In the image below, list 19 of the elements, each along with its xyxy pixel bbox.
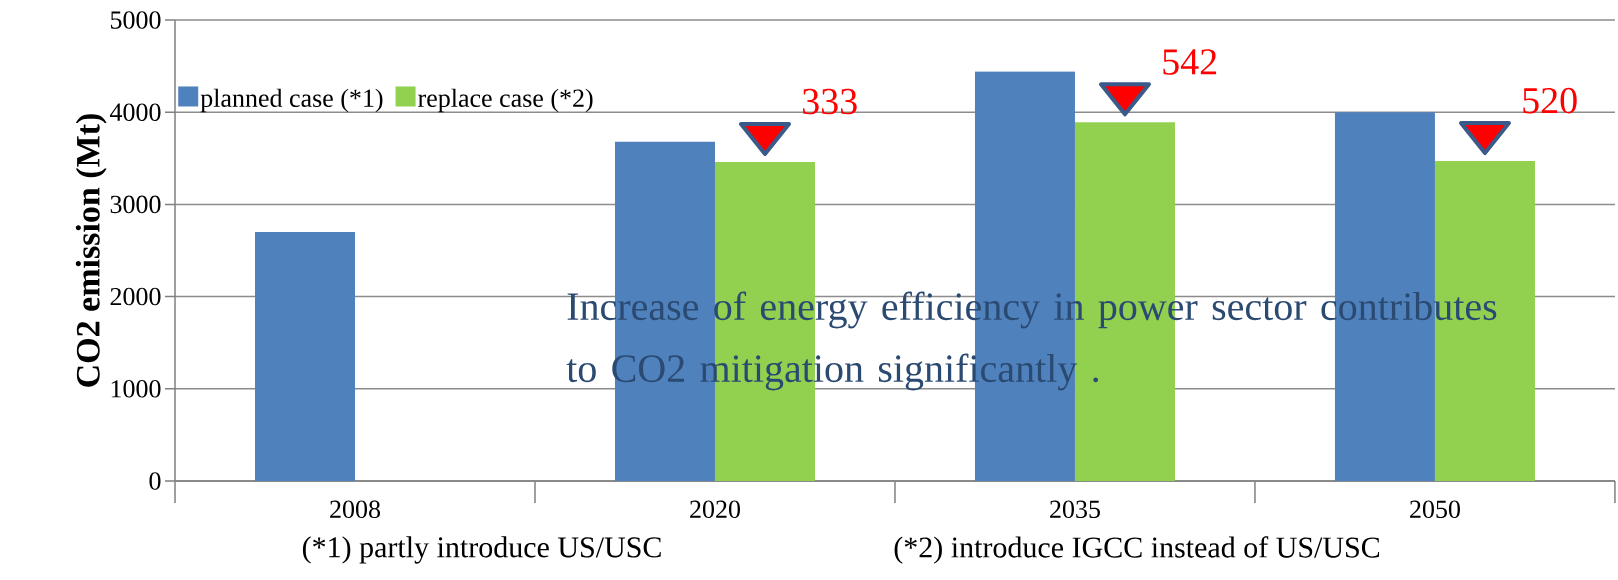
annotation: 542 xyxy=(1163,49,1217,75)
bar xyxy=(255,232,355,481)
y-tick-label: 1000 xyxy=(111,380,161,398)
y-axis-title: CO2 emission (Mt) xyxy=(75,114,107,387)
x-tick-label: 2008 xyxy=(330,500,381,519)
y-tick-label: 0 xyxy=(149,472,161,490)
y-tick-label: 3000 xyxy=(110,195,161,214)
legend-label: planned case (*1) xyxy=(200,88,383,113)
y-tick-label: 2000 xyxy=(110,287,161,306)
x-tick-label: 2050 xyxy=(1410,500,1460,519)
x-tick-label: 2035 xyxy=(1050,500,1100,519)
y-tick-label: 5000 xyxy=(110,11,161,29)
annotation: 333 xyxy=(803,88,857,115)
text: (*2) introduce IGCC instead of US/USC xyxy=(894,536,1380,564)
x-tick-label: 2020 xyxy=(690,500,740,519)
y-tick-label: 4000 xyxy=(109,103,161,121)
text: (*1) partly introduce US/USC xyxy=(302,536,661,564)
annotation: 520 xyxy=(1523,87,1577,114)
legend-label: replace case (*2) xyxy=(418,88,593,113)
